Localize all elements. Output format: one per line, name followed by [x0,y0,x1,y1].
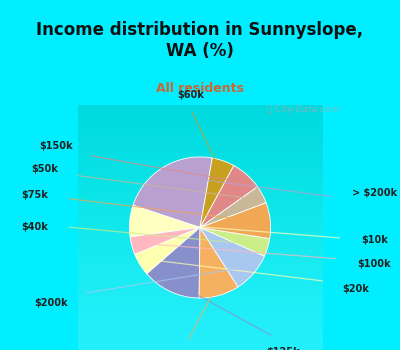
Wedge shape [200,187,266,228]
Wedge shape [200,203,270,239]
Text: $60k: $60k [177,90,204,100]
Text: ⓘ City-Data.com: ⓘ City-Data.com [267,105,339,114]
Text: > $200k: > $200k [352,188,397,198]
Wedge shape [147,228,200,298]
Wedge shape [130,228,200,254]
Text: $150k: $150k [39,141,73,151]
Text: $20k: $20k [342,284,369,294]
Wedge shape [133,157,212,228]
Text: $100k: $100k [357,259,390,269]
Text: $40k: $40k [21,223,48,232]
Text: $50k: $50k [31,164,58,174]
Wedge shape [200,228,270,256]
Text: All residents: All residents [156,82,244,95]
Wedge shape [200,166,258,228]
Wedge shape [200,158,234,228]
Text: $75k: $75k [21,190,48,200]
Text: $125k: $125k [266,347,300,350]
Wedge shape [130,205,200,237]
Wedge shape [199,228,238,298]
Wedge shape [200,228,264,287]
Wedge shape [135,228,200,274]
Text: $200k: $200k [34,298,68,308]
Text: $10k: $10k [362,235,388,245]
Text: Income distribution in Sunnyslope,
WA (%): Income distribution in Sunnyslope, WA (%… [36,21,364,60]
